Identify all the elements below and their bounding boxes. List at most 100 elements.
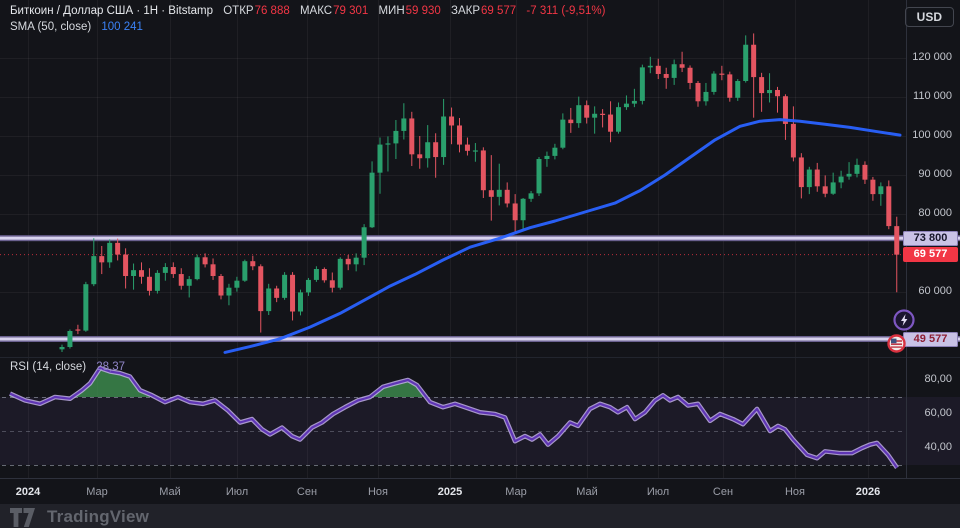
footer-strip <box>0 504 960 528</box>
candle-body <box>298 292 303 312</box>
candle-body <box>250 261 256 267</box>
price-tick-label: 80 000 <box>918 207 952 219</box>
candle-body <box>790 123 796 158</box>
candle-body <box>711 73 717 92</box>
candle-body <box>830 182 836 194</box>
candle-body <box>735 81 741 98</box>
candle-body <box>99 256 105 263</box>
candle-body <box>687 67 693 83</box>
candle-body <box>409 118 415 155</box>
candle-body <box>838 176 844 183</box>
candle-body <box>290 274 296 312</box>
candle-body <box>679 64 685 68</box>
rsi-line <box>9 367 898 469</box>
candle-body <box>91 256 97 285</box>
candle-body <box>759 77 765 94</box>
candle-body <box>146 276 152 291</box>
candle-body <box>417 154 423 159</box>
candle-body <box>472 150 478 152</box>
candle-body <box>616 107 621 132</box>
close-label: ЗАКР <box>451 5 481 17</box>
candle-body <box>266 288 272 312</box>
candle-body <box>568 119 574 124</box>
low-value: 59 930 <box>405 5 441 17</box>
candle-body <box>242 261 248 281</box>
candle-body <box>767 89 773 94</box>
tradingview-logo[interactable]: TradingView <box>10 507 149 527</box>
candle-body <box>822 186 828 194</box>
time-tick-label: Ноя <box>784 486 806 498</box>
candle-body <box>178 274 184 286</box>
time-tick-label: 2025 <box>437 486 463 498</box>
candle-body <box>329 280 335 288</box>
candle-body <box>449 116 455 126</box>
candle-body <box>75 329 81 331</box>
candle-body <box>139 270 144 277</box>
alert-flag-icon[interactable] <box>887 334 906 353</box>
candle-body <box>560 119 566 148</box>
time-tick-label: Май <box>576 486 598 498</box>
candle-body <box>870 179 876 195</box>
candle-body <box>369 172 375 228</box>
candle-body <box>608 114 614 132</box>
candle-body <box>520 198 526 221</box>
rsi-tick-label: 40,00 <box>924 441 952 453</box>
candle-body <box>226 287 232 296</box>
candle-body <box>258 266 264 312</box>
high-label: МАКС <box>299 5 333 17</box>
candle-body <box>743 44 749 82</box>
rsi-label: RSI (14, close) <box>10 361 87 373</box>
candle-body <box>337 258 343 288</box>
candle-body <box>584 105 590 118</box>
rsi-tick-label: 80,00 <box>924 373 952 385</box>
candle-body <box>464 144 470 151</box>
candle-body <box>305 279 311 293</box>
candle-body <box>321 268 327 281</box>
currency-toggle-button[interactable]: USD <box>904 7 954 27</box>
candle-body <box>107 242 113 263</box>
candle-body <box>727 74 733 98</box>
candle-body <box>894 226 900 255</box>
alert-lightning-icon[interactable] <box>893 309 915 331</box>
candle-body <box>170 267 176 275</box>
symbol-title[interactable]: Биткоин / Доллар США · 1H · Bitstamp <box>10 5 214 17</box>
candle-body <box>695 82 701 102</box>
symbol-legend[interactable]: Биткоин / Доллар США · 1H · Bitstamp ОТК… <box>10 5 605 17</box>
candle-body <box>274 288 280 298</box>
candle-body <box>496 189 502 197</box>
candle-body <box>703 91 709 102</box>
time-tick-label: Сен <box>712 486 734 498</box>
candle-body <box>806 169 812 188</box>
change-value: -7 311 (-9,51%) <box>526 5 606 17</box>
candle-body <box>162 267 168 273</box>
candle-body <box>345 258 351 265</box>
candle-body <box>480 150 486 191</box>
candle-body <box>131 270 137 277</box>
close-value: 69 577 <box>481 5 517 17</box>
support-price-label: 49 577 <box>903 332 958 347</box>
tradingview-brand-text: TradingView <box>47 507 150 526</box>
candle-body <box>544 155 550 160</box>
candle-body <box>234 280 240 288</box>
candle-body <box>671 64 677 78</box>
tradingview-logo-icon <box>10 507 35 527</box>
sma-line <box>223 118 902 354</box>
candle-body <box>488 190 494 197</box>
rsi-legend[interactable]: RSI (14, close) 28,37 <box>10 361 125 373</box>
time-tick-label: Май <box>159 486 181 498</box>
rsi-tick-label: 60,00 <box>924 407 952 419</box>
high-value: 79 301 <box>333 5 369 17</box>
candle-body <box>433 142 439 158</box>
candle-body <box>154 272 160 291</box>
time-tick-label: Июл <box>646 486 670 498</box>
candle-body <box>282 274 288 298</box>
candle-body <box>67 331 73 347</box>
time-tick-label: Сен <box>296 486 318 498</box>
candle-body <box>528 193 534 199</box>
sma-legend[interactable]: SMA (50, close) 100 241 <box>10 21 143 33</box>
open-value: 76 888 <box>254 5 290 17</box>
candle-body <box>512 203 518 221</box>
candle-body <box>377 144 383 173</box>
